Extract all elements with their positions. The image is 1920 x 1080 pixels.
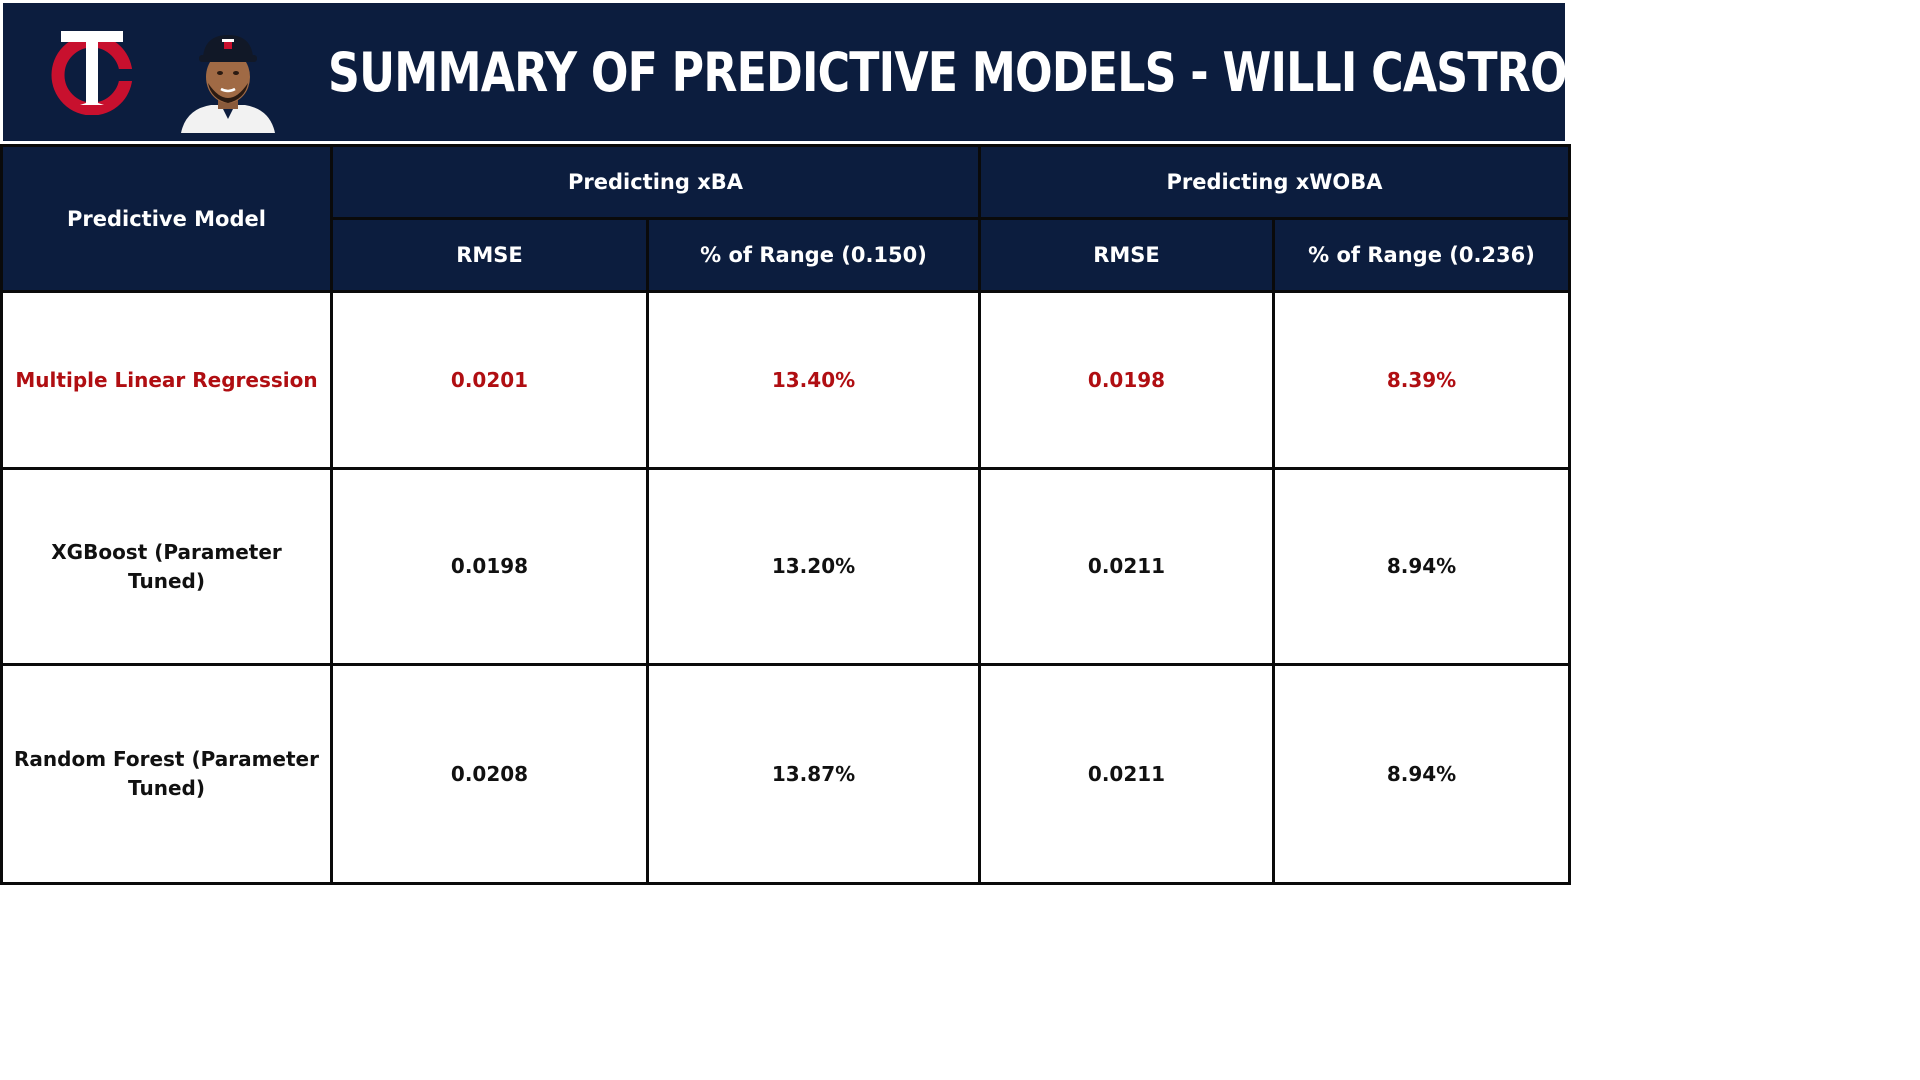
xwoba-rmse-cell: 0.0198	[978, 290, 1276, 470]
xba-group-header: Predicting xBA	[329, 144, 982, 220]
xwoba-range-cell: 8.94%	[1272, 663, 1572, 885]
xwoba-range-cell: 8.39%	[1272, 290, 1572, 470]
xba-range-cell: 13.20%	[645, 467, 982, 666]
xba-rmse-header: RMSE	[330, 217, 649, 293]
predictive-model-header: Predictive Model	[0, 144, 333, 293]
table-row: XGBoost (Parameter Tuned) 0.0198 13.20% …	[0, 467, 1572, 666]
xba-range-cell: 13.40%	[645, 290, 982, 470]
group-header-row: Predictive Model Predicting xBA Predicti…	[0, 144, 1572, 293]
page-title: SUMMARY OF PREDICTIVE MODELS - WILLI CAS…	[328, 41, 1568, 104]
table-row: Random Forest (Parameter Tuned) 0.0208 1…	[0, 663, 1572, 885]
twins-tc-logo-icon	[51, 31, 137, 115]
table-row: Multiple Linear Regression 0.0201 13.40%…	[0, 290, 1572, 470]
xwoba-group-header: Predicting xWOBA	[978, 144, 1572, 220]
xwoba-range-cell: 8.94%	[1272, 467, 1572, 666]
summary-table-container: Predictive Model Predicting xBA Predicti…	[0, 144, 1572, 885]
xwoba-rmse-cell: 0.0211	[978, 663, 1276, 885]
xba-range-cell: 13.87%	[645, 663, 982, 885]
xwoba-range-header: % of Range (0.236)	[1272, 217, 1572, 293]
xwoba-rmse-header: RMSE	[978, 217, 1276, 293]
xba-rmse-cell: 0.0198	[330, 467, 649, 666]
model-name-cell: Multiple Linear Regression	[0, 290, 333, 470]
model-name-cell: XGBoost (Parameter Tuned)	[0, 467, 333, 666]
xwoba-rmse-cell: 0.0211	[978, 467, 1276, 666]
predictive-models-table: Predictive Model Predicting xBA Predicti…	[0, 144, 1572, 885]
xba-rmse-cell: 0.0208	[330, 663, 649, 885]
player-headshot-icon	[181, 35, 275, 133]
page-header: SUMMARY OF PREDICTIVE MODELS - WILLI CAS…	[3, 3, 1568, 141]
xba-range-header: % of Range (0.150)	[645, 217, 982, 293]
xba-rmse-cell: 0.0201	[330, 290, 649, 470]
model-name-cell: Random Forest (Parameter Tuned)	[0, 663, 333, 885]
subheader-row: RMSE % of Range (0.150) RMSE % of Range …	[2, 217, 1572, 293]
